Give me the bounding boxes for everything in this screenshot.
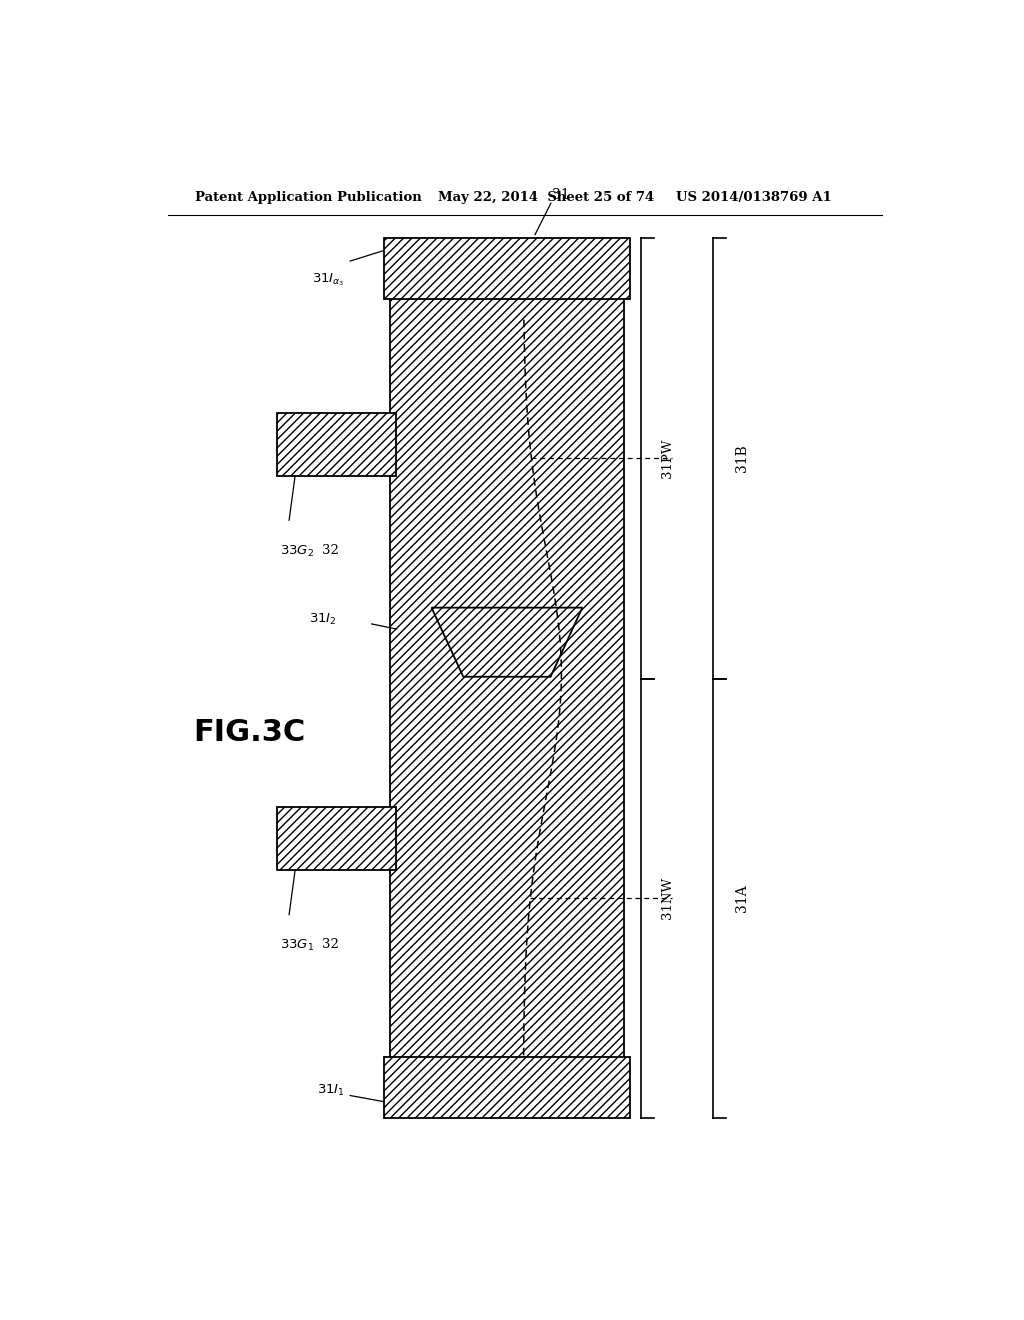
Polygon shape [431,607,583,677]
Text: Patent Application Publication: Patent Application Publication [196,190,422,203]
Text: 32: 32 [323,544,339,557]
Bar [278,412,396,475]
Text: 31NW: 31NW [662,878,674,920]
Text: 32: 32 [323,939,339,950]
Bar [278,807,396,870]
Text: US 2014/0138769 A1: US 2014/0138769 A1 [676,190,831,203]
Text: $33G_2$: $33G_2$ [280,544,313,558]
Text: May 22, 2014  Sheet 25 of 74: May 22, 2014 Sheet 25 of 74 [437,190,653,203]
Bar [384,1057,631,1118]
Text: 31: 31 [553,187,570,202]
Text: FIG.3C: FIG.3C [194,718,305,747]
Bar [384,238,631,298]
Text: 31A: 31A [735,884,750,912]
Text: $33G_1$: $33G_1$ [280,939,313,953]
Text: $31I_{\alpha_3}$: $31I_{\alpha_3}$ [312,271,345,288]
Text: $31I_2$: $31I_2$ [309,612,337,627]
Text: 31PW: 31PW [662,438,674,478]
Text: $31I_1$: $31I_1$ [316,1082,345,1098]
Bar [390,293,624,1065]
Text: 31B: 31B [735,445,750,473]
